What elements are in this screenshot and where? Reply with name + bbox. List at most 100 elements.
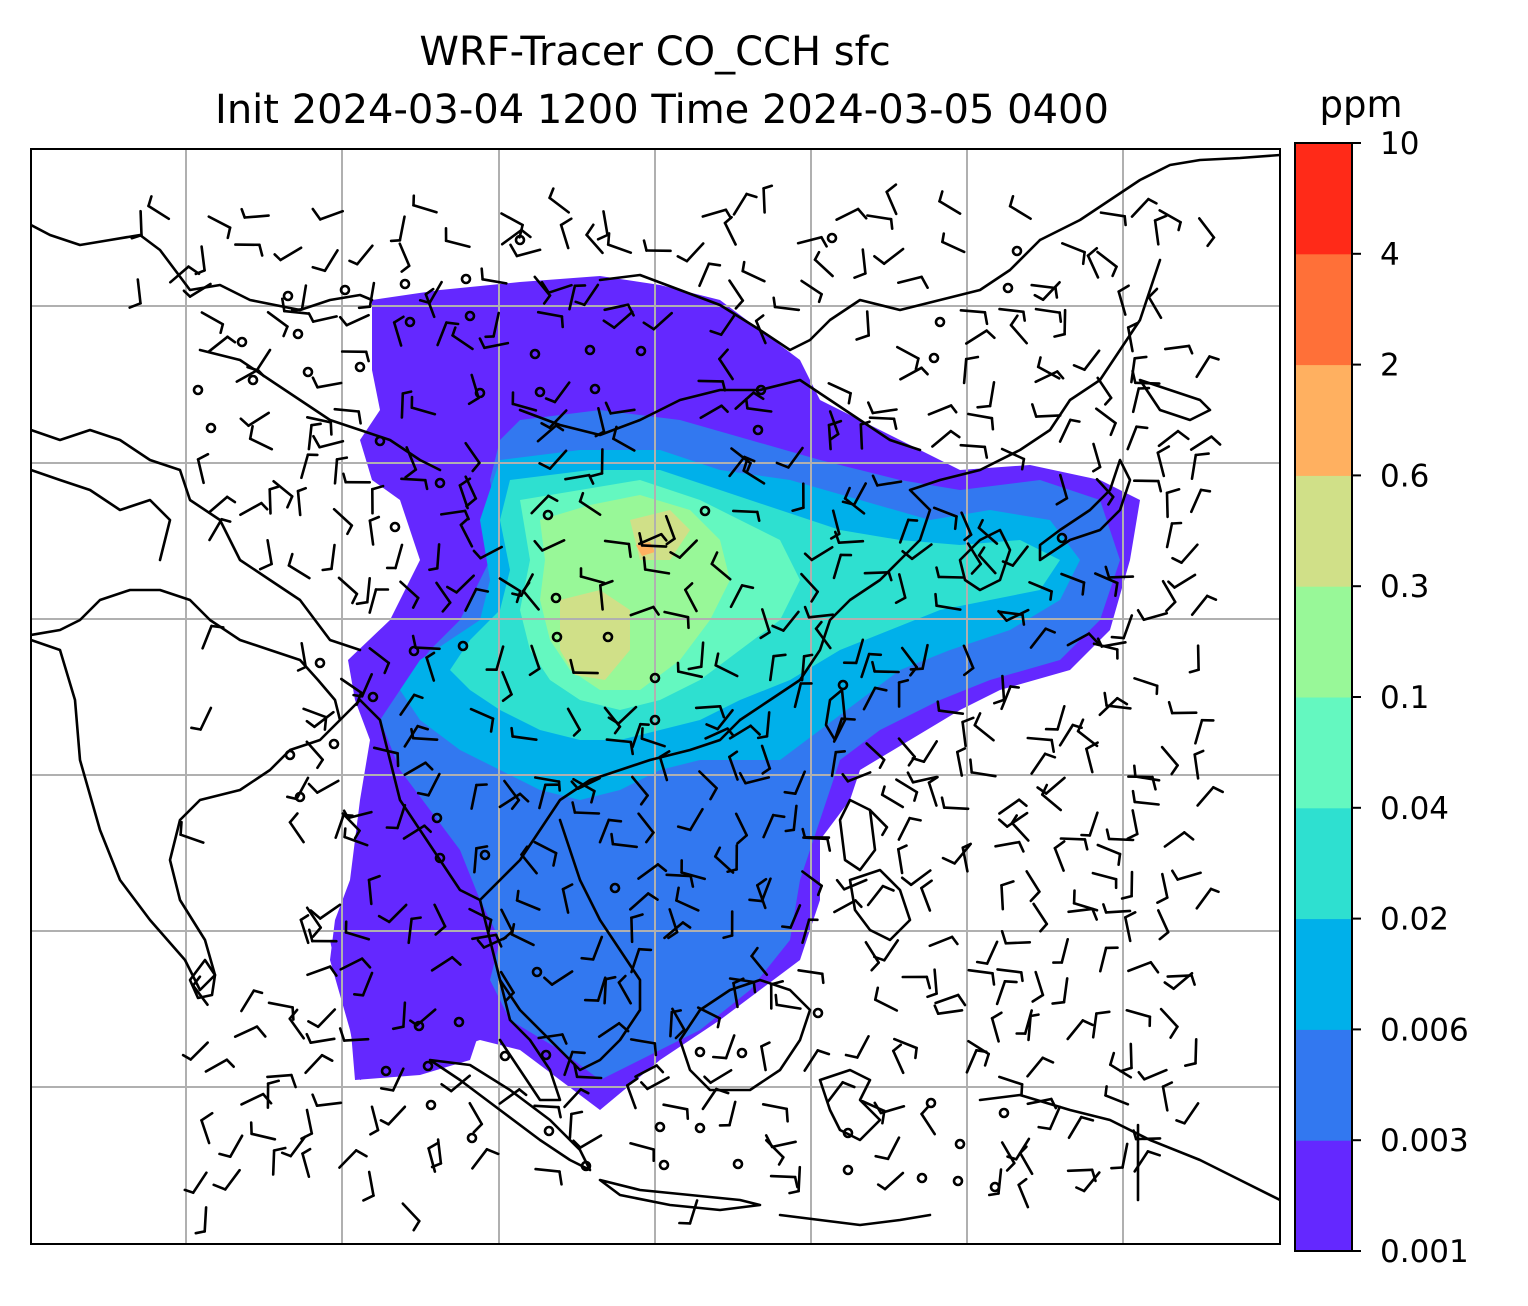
wind-barb-flag — [961, 716, 975, 724]
wind-barb-flag — [949, 429, 961, 439]
wind-barb-flag — [1058, 311, 1063, 324]
wind-barb-flag — [732, 977, 745, 985]
wind-barb-flag — [424, 761, 434, 771]
wind-barb-shaft — [1028, 580, 1053, 593]
wind-barb-flag — [367, 874, 381, 882]
wind-barb-shaft — [880, 793, 905, 809]
wind-barb-flag — [991, 971, 996, 986]
wind-barb-flag — [1054, 286, 1059, 299]
wind-barb-flag — [870, 961, 881, 972]
wind-barb-flag — [377, 914, 391, 924]
wind-barb-flag — [1000, 929, 1008, 945]
wind-barb-shaft — [1165, 491, 1169, 519]
wind-barb-shaft — [609, 408, 636, 415]
wind-barb-flag — [874, 1154, 890, 1161]
wind-barb-shaft — [299, 918, 310, 945]
calm-wind-marker — [339, 284, 351, 296]
wind-barb-shaft — [538, 783, 547, 810]
wind-barb-shaft — [1124, 916, 1132, 943]
wind-barb-flag — [1041, 783, 1049, 796]
wind-barb-shaft — [1053, 846, 1065, 872]
wind-barb-shaft — [530, 494, 550, 515]
wind-barb-shaft — [1190, 594, 1209, 617]
map-panel[interactable] — [31, 149, 1280, 1244]
wind-barb-shaft — [998, 798, 1021, 815]
wind-barb-shaft — [1067, 907, 1094, 914]
wind-barb-shaft — [934, 993, 960, 1005]
wind-barb-flag — [354, 1149, 368, 1158]
wind-barb-flag — [570, 1110, 584, 1116]
calm-wind-marker — [755, 384, 767, 396]
wind-barb-flag — [920, 275, 929, 290]
wind-barb-flag — [423, 478, 429, 491]
wind-barb-shaft — [481, 277, 508, 285]
wind-barb-flag — [926, 992, 938, 999]
wind-barb-flag — [1039, 922, 1049, 933]
wind-barb-flag — [1043, 752, 1057, 759]
wind-barb-flag — [714, 1087, 730, 1095]
wind-barb-flag — [867, 652, 883, 657]
wind-barb-shaft — [723, 221, 737, 246]
wind-barb-flag — [552, 851, 558, 867]
wind-barb-flag — [1017, 840, 1025, 853]
coast-sumatra — [428, 1058, 592, 1172]
wind-barb-flag — [509, 243, 519, 258]
wind-barb-shaft — [511, 735, 538, 742]
calm-wind-marker — [658, 1159, 670, 1171]
wind-barb-shaft — [533, 1104, 560, 1109]
wind-barb-shaft — [540, 538, 566, 552]
wind-barb-shaft — [953, 843, 972, 865]
wind-barb-flag — [652, 605, 660, 616]
wind-barb-shaft — [769, 1174, 797, 1179]
calm-wind-marker — [542, 509, 554, 521]
wind-barb-flag — [1022, 310, 1026, 322]
wind-barb-flag — [219, 322, 225, 335]
wind-barb-shaft — [933, 968, 938, 995]
wind-barb-flag — [542, 294, 552, 305]
wind-barb-shaft — [1017, 1183, 1030, 1209]
wind-barb-flag — [856, 207, 868, 220]
contour-level-0.3 — [560, 590, 630, 680]
wind-barb-shaft — [842, 878, 868, 891]
wind-barb-flag — [1017, 798, 1028, 808]
wind-barb-flag — [885, 183, 898, 194]
colorbar-tick-label: 10 — [1380, 126, 1419, 162]
wind-barb-flag — [1020, 1083, 1024, 1097]
wind-barb-shaft — [370, 1105, 380, 1132]
wind-barb-flag — [1153, 214, 1168, 222]
wind-barb-shaft — [1000, 685, 1012, 711]
wind-barb-flag — [933, 1004, 940, 1016]
wind-barb-flag — [713, 846, 722, 858]
wind-barb-flag — [752, 980, 757, 994]
wind-barb-flag — [936, 700, 941, 712]
wind-barb-shaft — [1104, 1094, 1130, 1106]
wind-barb-shaft — [612, 310, 634, 330]
colorbar-tick-label: 0.006 — [1380, 1012, 1469, 1048]
wind-barb-shaft — [1062, 977, 1069, 1004]
wind-barb-flag — [260, 501, 269, 511]
calm-wind-marker — [466, 1132, 478, 1144]
wind-barb-shaft — [865, 310, 871, 337]
wind-barb-flag — [338, 1027, 346, 1042]
wind-barb-shaft — [1173, 573, 1197, 589]
calm-wind-marker — [654, 1121, 666, 1133]
wind-barb-flag — [196, 452, 210, 461]
wind-barb-shaft — [1117, 290, 1127, 316]
wind-barb-flag — [572, 728, 582, 737]
wind-barb-flag — [1111, 265, 1118, 278]
wind-barb-shaft — [941, 240, 966, 254]
wind-barb-flag — [585, 223, 595, 237]
wind-barb-shaft — [675, 899, 700, 912]
wind-barb-flag — [785, 1107, 789, 1123]
wind-barb-flag — [1036, 356, 1042, 369]
wind-barb-shaft — [935, 604, 962, 611]
wind-barb-shaft — [1095, 477, 1115, 499]
wind-barb-shaft — [1095, 407, 1117, 425]
wind-barb-flag — [533, 539, 544, 552]
wind-barb-flag — [416, 724, 430, 731]
wind-barb-shaft — [398, 215, 406, 242]
wind-barb-flag — [1109, 1051, 1116, 1066]
wind-barb-shaft — [451, 334, 474, 351]
wind-barb-shaft — [629, 1142, 656, 1151]
